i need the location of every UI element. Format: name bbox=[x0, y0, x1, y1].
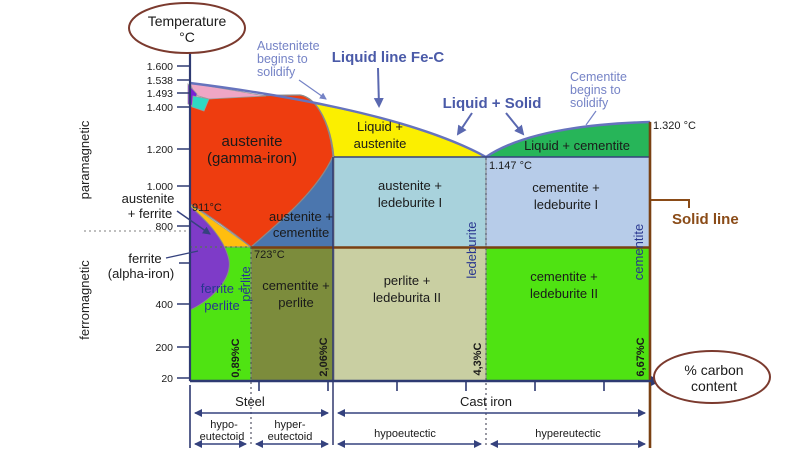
carbon-ellipse bbox=[653, 350, 771, 404]
callout-austenite-solidify-1: Austenitete bbox=[257, 39, 320, 53]
y-tick-200: 200 bbox=[155, 342, 173, 354]
label-cementite-perlite-2: perlite bbox=[278, 295, 313, 310]
temperature-ellipse-label-2: °C bbox=[179, 29, 195, 45]
cementite-solidify-leader bbox=[585, 110, 597, 126]
label-austenite-ledeburite-1: austenite + bbox=[378, 178, 442, 193]
callout-cementite-solidify-3: solidify bbox=[570, 96, 609, 110]
y-tick-1538: 1.538 bbox=[147, 75, 173, 87]
callout-cementite-solidify-2: begins to bbox=[570, 83, 621, 97]
callout-austenite-solidify-2: begins to bbox=[257, 52, 308, 66]
label-austenite-cementite-2: cementite bbox=[273, 225, 329, 240]
liquid-solid-arrow-right bbox=[505, 112, 525, 136]
region-delta-cyan bbox=[191, 95, 210, 112]
solid-line-bracket bbox=[651, 199, 690, 208]
y-tick-400: 400 bbox=[155, 299, 173, 311]
label-1320: 1.320 °C bbox=[653, 120, 696, 132]
ferrite-leader-line bbox=[165, 250, 199, 259]
region-ferrite bbox=[189, 204, 230, 311]
label-austenite-ferrite-2: + ferrite bbox=[128, 206, 172, 221]
label-hyper-eutectoid-1: hyper- bbox=[274, 419, 306, 431]
label-liquid-austenite-2: austenite bbox=[354, 136, 407, 151]
label-hypo-eutectoid-1: hypo- bbox=[210, 419, 238, 431]
label-hypoeutectic: hypoeutectic bbox=[374, 428, 436, 440]
y-tick-1493: 1.493 bbox=[147, 88, 173, 100]
label-cementite-ledeburite2-1: cementite + bbox=[530, 269, 598, 284]
austenite-ferrite-arrow bbox=[176, 210, 211, 235]
y-axis-ticks bbox=[177, 65, 190, 379]
label-austenite-ferrite-1: austenite bbox=[122, 191, 175, 206]
vertical-label-perlite: perlite bbox=[238, 266, 253, 301]
label-hyper-eutectoid-2: eutectoid bbox=[268, 431, 313, 443]
temperature-ellipse bbox=[128, 2, 246, 54]
label-cementite-ledeburite2-2: ledeburite II bbox=[530, 286, 598, 301]
x-label-089: 0,89%C bbox=[230, 338, 242, 377]
label-ferrite-1: ferrite bbox=[128, 251, 161, 266]
label-hypo-eutectoid-2: eutectoid bbox=[200, 431, 245, 443]
label-911: 911°C bbox=[192, 202, 222, 214]
y-tick-1600: 1.600 bbox=[147, 61, 173, 73]
region-austenite-ledeburite1 bbox=[333, 156, 487, 249]
label-cementite-ledeburite1-1: cementite + bbox=[532, 180, 600, 195]
label-paramagnetic: paramagnetic bbox=[77, 120, 92, 199]
temperature-ellipse-label-1: Temperature bbox=[148, 13, 227, 29]
label-1147: 1.147 °C bbox=[489, 160, 532, 172]
callout-solid-line: Solid line bbox=[672, 211, 739, 228]
label-ferrite-2: (alpha-iron) bbox=[108, 266, 174, 281]
label-cementite-perlite-1: cementite + bbox=[262, 278, 330, 293]
y-tick-800: 800 bbox=[155, 221, 173, 233]
label-liquid-austenite-1: Liquid + bbox=[357, 119, 403, 134]
liquid-line-arrow bbox=[373, 67, 384, 108]
y-tick-20: 20 bbox=[161, 373, 173, 385]
vertical-label-ledeburite: ledeburite bbox=[464, 221, 479, 278]
label-austenite-cementite-1: austenite + bbox=[269, 209, 333, 224]
liquidus-line bbox=[189, 81, 651, 159]
x-label-206: 2,06%C bbox=[318, 337, 330, 376]
label-ferrite-perlite-2: perlite bbox=[204, 298, 239, 313]
callout-liquid-line: Liquid line Fe-C bbox=[332, 49, 445, 66]
label-723: 723°C bbox=[254, 249, 285, 261]
label-austenite-1: austenite bbox=[222, 133, 283, 150]
region-perlite-ledeburita2 bbox=[333, 247, 487, 382]
vertical-label-cementite: cementite bbox=[631, 224, 646, 280]
x-label-43: 4,3%C bbox=[472, 342, 484, 375]
x-label-667: 6,67%C bbox=[635, 337, 647, 376]
label-perlite-ledeburita-1: perlite + bbox=[384, 273, 431, 288]
y-tick-1400: 1.400 bbox=[147, 102, 173, 114]
label-steel: Steel bbox=[235, 394, 265, 409]
label-cast-iron: Cast iron bbox=[460, 394, 512, 409]
label-austenite-ledeburite-2: ledeburite I bbox=[378, 195, 442, 210]
label-liquid-cementite: Liquid + cementite bbox=[524, 138, 630, 153]
callout-austenite-solidify-3: solidify bbox=[257, 65, 296, 79]
label-ferrite-perlite-1: ferrite + bbox=[201, 281, 245, 296]
label-perlite-ledeburita-2: ledeburita II bbox=[373, 290, 441, 305]
liquid-solid-arrow-left bbox=[456, 112, 473, 136]
carbon-ellipse-label-1: % carbon bbox=[684, 362, 743, 378]
label-cementite-ledeburite1-2: ledeburite I bbox=[534, 197, 598, 212]
callout-cementite-solidify-1: Cementite bbox=[570, 70, 627, 84]
label-hypereutectic: hypereutectic bbox=[535, 428, 601, 440]
carbon-ellipse-label-2: content bbox=[691, 378, 737, 394]
austenite-solidify-leader bbox=[298, 79, 327, 100]
callout-liquid-solid: Liquid + Solid bbox=[443, 95, 542, 112]
label-ferromagnetic: ferromagnetic bbox=[77, 260, 92, 340]
y-tick-1000: 1.000 bbox=[147, 181, 173, 193]
label-austenite-2: (gamma-iron) bbox=[207, 150, 297, 167]
y-tick-1200: 1.200 bbox=[147, 144, 173, 156]
x-axis-ticks bbox=[258, 381, 605, 391]
region-cementite-perlite bbox=[250, 247, 335, 382]
region-cementite-ledeburite2 bbox=[485, 247, 651, 382]
